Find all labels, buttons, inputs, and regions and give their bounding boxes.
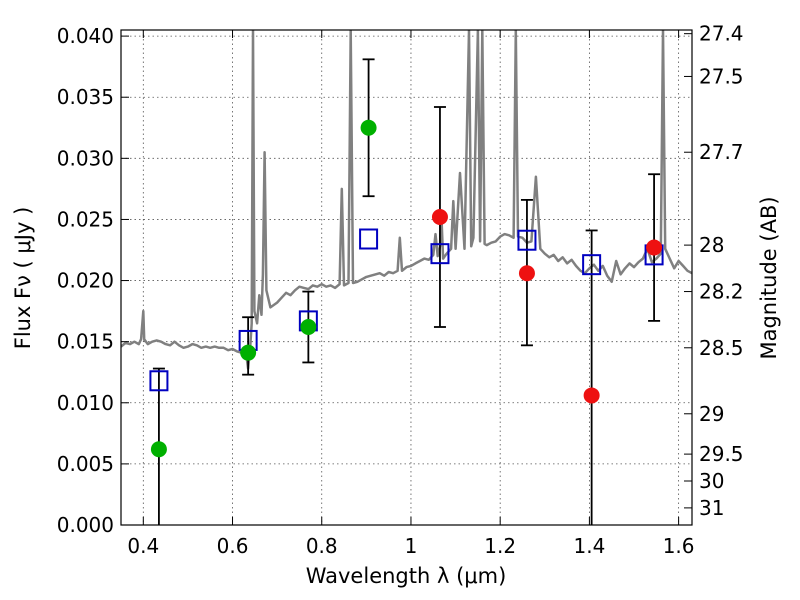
y-tick-label: 0.030 <box>57 146 114 170</box>
red-data-point <box>583 387 600 404</box>
x-tick-label: 0.4 <box>127 534 159 558</box>
y-tick-label: 0.020 <box>57 269 114 293</box>
y-tick-label: 0.015 <box>57 330 114 354</box>
model-box-marker <box>149 370 169 392</box>
y2-tick-label: 29 <box>699 402 724 426</box>
green-data-point <box>150 441 167 458</box>
y-tick-label: 0.035 <box>57 85 114 109</box>
x-tick-label: 1.6 <box>663 534 695 558</box>
y2-axis-label: Magnitude (AB) <box>757 196 781 359</box>
y2-tick-label: 29.5 <box>699 442 744 466</box>
x-tick-label: 0.8 <box>306 534 338 558</box>
model-box-marker <box>517 229 537 251</box>
y2-tick-label: 28.2 <box>699 280 744 304</box>
grid <box>121 30 692 526</box>
y-tick-label: 0.040 <box>57 24 114 48</box>
y-axis-label: Flux Fν ( μJy ) <box>11 207 35 350</box>
model-box-marker <box>359 228 379 250</box>
red-data-point <box>646 239 663 256</box>
y-tick-label: 0.000 <box>57 513 114 537</box>
y-tick-label: 0.005 <box>57 452 114 476</box>
x-tick-label: 1.4 <box>573 534 605 558</box>
red-data-point <box>518 265 535 282</box>
x-tick-label: 1 <box>405 534 418 558</box>
y2-tick-label: 27.4 <box>699 22 744 46</box>
green-data-point <box>360 119 377 136</box>
plot-frame <box>120 29 693 526</box>
green-data-point <box>300 319 317 335</box>
model-box-marker <box>430 243 450 265</box>
y-tick-label: 0.010 <box>57 391 114 415</box>
x-axis-label: Wavelength λ (μm) <box>306 564 507 588</box>
y2-tick-label: 27.5 <box>699 64 744 88</box>
y-tick-label: 0.025 <box>57 207 114 231</box>
red-data-point <box>431 209 448 225</box>
x-tick-label: 0.6 <box>217 534 249 558</box>
green-data-point <box>240 344 257 361</box>
y2-tick-label: 28.5 <box>699 336 744 360</box>
y-axis-ticks: 0.000 0.005 0.010 0.015 0.020 0.025 0.030 0.035… <box>57 24 129 537</box>
y2-tick-label: 31 <box>699 496 724 520</box>
x-axis-ticks: 0.4 0.6 0.8 1 1.2 1.4 1.6 <box>127 30 695 558</box>
spectrum-layer <box>121 30 692 370</box>
y2-tick-label: 30 <box>699 469 724 493</box>
y2-tick-label: 28 <box>699 233 724 257</box>
spectrum-line <box>121 30 692 370</box>
y2-axis-ticks: 27.4 27.5 27.7 28 28.2 28.5 29 29.5 30 31 <box>684 22 744 520</box>
model-box-marker <box>582 254 602 276</box>
data-points <box>150 119 663 458</box>
x-tick-label: 1.2 <box>484 534 516 558</box>
y2-tick-label: 27.7 <box>699 140 744 164</box>
